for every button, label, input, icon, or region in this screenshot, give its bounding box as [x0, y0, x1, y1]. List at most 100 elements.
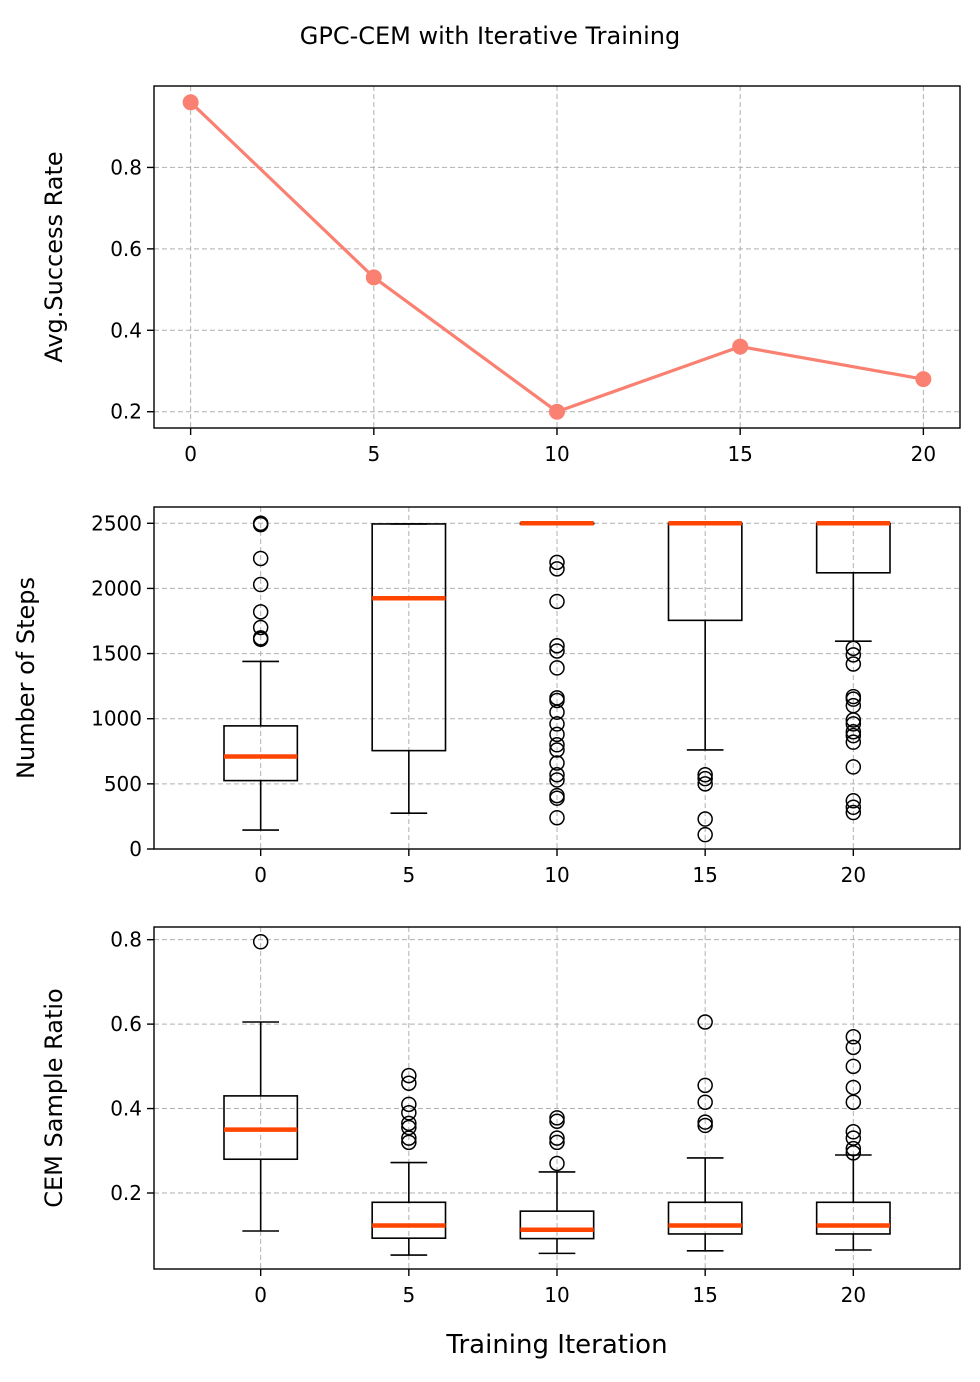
box-20	[815, 1029, 891, 1251]
y-axis-label: Avg.Success Rate	[40, 151, 68, 362]
y-tick-label: 0.8	[110, 155, 142, 179]
outlier-point	[549, 638, 565, 654]
outlier-point	[549, 1110, 565, 1126]
iqr-box	[223, 725, 299, 782]
outlier-point	[845, 734, 862, 750]
outlier-point	[549, 766, 565, 783]
outlier-point	[697, 1077, 713, 1094]
outlier-point	[549, 1155, 565, 1172]
outlier-point	[697, 811, 713, 827]
y-tick-label: 0.2	[110, 400, 142, 424]
outlier-point	[697, 1117, 713, 1134]
y-tick-label: 0	[129, 837, 142, 861]
plot-frame	[153, 506, 961, 850]
outlier-point	[845, 688, 862, 705]
iqr-box	[815, 1201, 891, 1235]
y-tick-label: 2500	[91, 511, 142, 535]
y-tick-label: 0.6	[110, 237, 142, 261]
outlier-point	[549, 1134, 565, 1151]
outlier-point	[845, 640, 862, 657]
outlier-point	[401, 1134, 417, 1151]
outlier-point	[697, 1014, 713, 1030]
iqr-box	[519, 1210, 595, 1240]
success-rate-panel: 0 5 10 15 20 0.2 0.4 0.6 0.8 Avg.Success Rate	[40, 85, 961, 466]
success-rate-point	[549, 403, 565, 420]
y-tick-label: 0.8	[110, 928, 142, 952]
outlier-point	[401, 1119, 417, 1136]
outlier-point	[401, 1130, 417, 1146]
iqr-box	[371, 523, 447, 752]
outlier-point	[845, 716, 862, 732]
outlier-point	[549, 554, 565, 571]
outlier-point	[549, 737, 565, 753]
box-0	[223, 515, 299, 831]
outlier-point	[252, 630, 269, 646]
x-tick-label: 0	[254, 1283, 267, 1307]
box-5	[371, 523, 447, 814]
x-tick-label: 15	[692, 1283, 717, 1307]
outlier-point	[549, 787, 565, 804]
y-tick-label: 0.4	[110, 1097, 142, 1121]
x-tick-label: 5	[367, 442, 380, 466]
x-tick-label: 20	[841, 1283, 866, 1307]
success-rate-point	[915, 371, 932, 388]
outlier-point	[845, 759, 862, 775]
outlier-point	[845, 799, 862, 816]
outlier-point	[401, 1067, 417, 1084]
outlier-point	[845, 1140, 862, 1157]
outlier-point	[252, 619, 269, 636]
outlier-point	[549, 809, 565, 826]
y-tick-label: 1000	[91, 707, 142, 731]
box-20	[815, 521, 891, 821]
x-tick-label: 15	[692, 863, 717, 887]
outlier-point	[697, 1094, 713, 1110]
outlier-point	[697, 776, 713, 792]
outlier-point	[845, 1130, 862, 1146]
x-tick-label: 5	[402, 1283, 415, 1307]
box-5	[371, 1067, 447, 1256]
steps-panel: 0 5 10 15 20 0 500 1000 1500 2000 2500 Number of St…	[12, 506, 961, 887]
outlier-point	[697, 1114, 713, 1130]
figure-title: GPC-CEM with Iterative Training	[300, 22, 681, 50]
outlier-point	[697, 766, 713, 783]
outlier-point	[845, 1079, 862, 1096]
outlier-point	[252, 515, 269, 532]
plot-frame	[153, 85, 961, 429]
box-15	[667, 1014, 743, 1252]
x-tick-label: 10	[544, 1283, 569, 1307]
outlier-point	[549, 561, 565, 577]
iqr-box	[667, 1201, 743, 1235]
outlier-point	[252, 934, 269, 950]
outlier-point	[845, 1124, 862, 1140]
x-tick-label: 10	[544, 863, 569, 887]
x-tick-label: 5	[402, 863, 415, 887]
y-tick-label: 2000	[91, 576, 142, 600]
box-10	[519, 521, 595, 826]
outlier-point	[549, 726, 565, 743]
x-tick-label: 0	[254, 863, 267, 887]
outlier-point	[549, 593, 565, 610]
outlier-point	[845, 1094, 862, 1110]
y-tick-label: 0.4	[110, 318, 142, 342]
outlier-point	[549, 690, 565, 706]
y-tick-label: 0.2	[110, 1181, 142, 1205]
box-0	[223, 934, 299, 1232]
outlier-point	[697, 826, 713, 843]
outlier-point	[549, 772, 565, 788]
outlier-point	[401, 1096, 417, 1113]
y-tick-label: 500	[104, 772, 142, 796]
outlier-point	[252, 604, 269, 620]
outlier-point	[252, 576, 269, 593]
outlier-point	[549, 660, 565, 676]
outlier-point	[845, 793, 862, 809]
success-rate-point	[365, 269, 382, 286]
y-tick-label: 0.6	[110, 1012, 142, 1036]
outlier-point	[252, 550, 269, 567]
outlier-point	[549, 1113, 565, 1129]
x-tick-label: 20	[911, 442, 936, 466]
outlier-point	[549, 643, 565, 659]
outlier-point	[845, 804, 862, 821]
y-axis-label: CEM Sample Ratio	[40, 988, 68, 1208]
